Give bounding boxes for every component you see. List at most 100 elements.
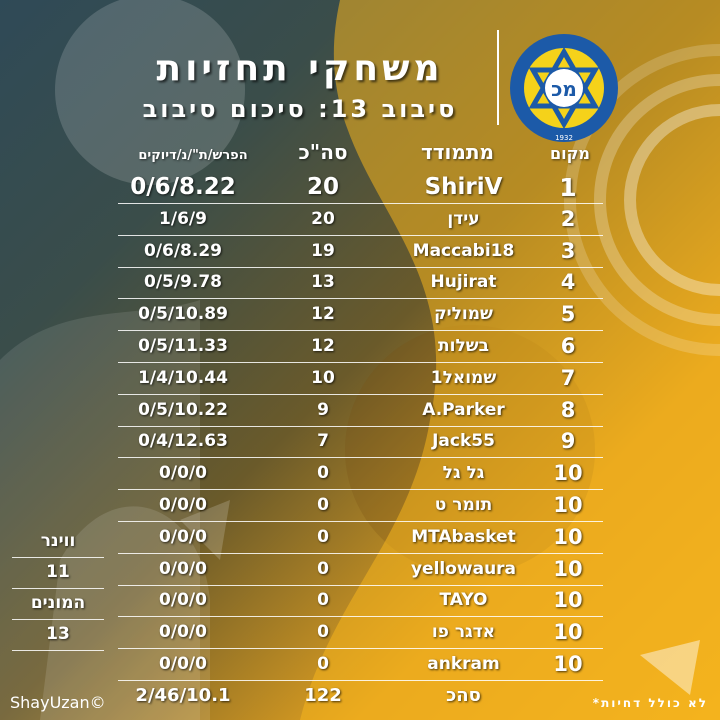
row-total: 12 [311,336,335,356]
row-rank: 9 [560,429,576,454]
row-pred: 0/5/9.78 [143,272,223,293]
header-name: מתמודד [421,140,494,164]
table-row: 0/0/0 0 גל גל 10 [118,458,603,491]
row-pred: 0/5/10.89 [138,304,228,325]
row-total: 0 [317,558,329,579]
row-name: בשלות [438,336,489,356]
row-rank: 7 [560,365,576,390]
row-pred: 0/6/8.22 [130,174,236,200]
row-name: ankram [427,654,500,674]
table-row: 0/0/0 0 תומר ט 10 [118,490,603,522]
totals-pred: 2/46/10.1 [135,685,231,706]
page-subtitle: סיבוב 13: סיכום סיבוב [142,95,458,123]
row-total: 20 [311,208,335,229]
table-row: 0/5/11.33 12 בשלות 6 [118,331,603,363]
credit-text: ShayUzan© [10,693,106,712]
row-pred: 0/0/0 [159,558,207,579]
row-name: yellowaura [410,558,517,579]
row-name: תומר ט [434,495,493,515]
row-pred: 0/5/10.22 [138,399,228,420]
row-rank: 4 [560,270,576,295]
table-row: 0/6/8.29 19 Maccabi18 3 [118,236,603,268]
row-rank: 10 [553,588,583,613]
table-row: 0/5/9.78 13 Hujirat 4 [118,267,603,300]
row-total: 20 [306,174,339,200]
table-row: 0/4/12.63 7 Jack55 9 [118,426,603,459]
row-rank: 5 [560,302,576,327]
row-pred: 1/6/9 [159,208,207,229]
winner-label: ווינר [12,526,104,558]
row-pred: 0/0/0 [159,654,207,674]
row-pred: 0/6/8.29 [143,240,223,261]
row-total: 13 [311,272,335,293]
table-row: 0/0/0 0 ankram 10 [118,649,603,681]
row-total: 0 [317,495,329,515]
row-pred: 0/5/11.33 [138,336,228,356]
header-rank: מקום [550,144,590,163]
row-total: 10 [311,367,335,388]
maccabi-logo: מכ 1932 [510,34,618,142]
table-row: 0/0/0 0 MTAbasket 10 [118,522,603,554]
row-total: 0 [317,463,329,484]
winner-value: 11 [12,557,104,589]
row-total: 0 [317,654,329,674]
totals-total: 122 [304,685,342,706]
table-row: 0/5/10.22 9 A.Parker 8 [118,395,603,427]
row-pred: 0/4/12.63 [138,431,228,452]
totals-label: סהכ [446,685,481,706]
row-rank: 2 [560,206,576,231]
footnote: *לא כולל דחיות [592,696,708,710]
page-title: משחקי תחזיות [156,48,444,89]
row-rank: 10 [553,461,583,486]
logo-center-text: מכ [551,77,577,101]
row-name: עידן [447,208,480,229]
row-name: MTAbasket [411,526,516,547]
row-pred: 0/0/0 [159,622,207,643]
header-pred: הפרש/ת"/נ/דיוקים [138,148,248,163]
row-name: שמואל1 [430,367,497,388]
row-rank: 10 [553,620,583,645]
table-row: 1/6/9 20 עידן 2 [118,204,603,236]
row-total: 0 [317,590,329,611]
row-pred: 0/0/0 [159,526,207,547]
row-name: Maccabi18 [412,240,515,261]
table-row: 0/6/8.22 20 ShiriV 1 [118,172,603,204]
header-total: סה"כ [298,140,348,164]
table-row: 0/0/0 0 yellowaura 10 [118,554,603,586]
row-pred: 0/0/0 [159,463,207,484]
row-total: 9 [317,399,329,420]
row-name: Jack55 [432,431,495,452]
table-row: 0/5/10.89 12 שמוליק 5 [118,299,603,332]
row-name: A.Parker [422,399,505,420]
table-row: 0/0/0 0 אדגר פו 10 [118,617,603,650]
row-name: ShiriV [424,174,503,200]
munim-value: 13 [12,619,104,651]
table-row: 0/0/0 0 TAYO 10 [118,585,603,618]
row-rank: 8 [560,397,576,422]
row-rank: 1 [559,173,577,202]
row-name: אדגר פו [431,622,496,643]
row-rank: 10 [553,556,583,581]
row-total: 7 [317,431,329,452]
row-name: Hujirat [430,272,497,293]
row-rank: 6 [560,334,576,358]
row-total: 0 [317,526,329,547]
logo-year: 1932 [555,134,573,142]
row-total: 0 [317,622,329,643]
row-rank: 10 [553,524,583,549]
table-row: 1/4/10.44 10 שמואל1 7 [118,363,603,395]
row-name: TAYO [439,590,488,611]
row-name: גל גל [442,463,485,484]
munim-label: המונים [12,588,104,620]
totals-row: 2/46/10.1 122 סהכ [118,683,603,709]
row-pred: 1/4/10.44 [138,367,228,388]
row-pred: 0/0/0 [159,495,207,515]
row-total: 19 [311,240,335,261]
row-rank: 3 [560,238,576,263]
row-pred: 0/0/0 [159,590,207,611]
row-total: 12 [311,304,335,325]
title-divider [497,30,499,125]
row-name: שמוליק [434,304,493,325]
row-rank: 10 [553,493,583,517]
row-rank: 10 [553,652,583,676]
